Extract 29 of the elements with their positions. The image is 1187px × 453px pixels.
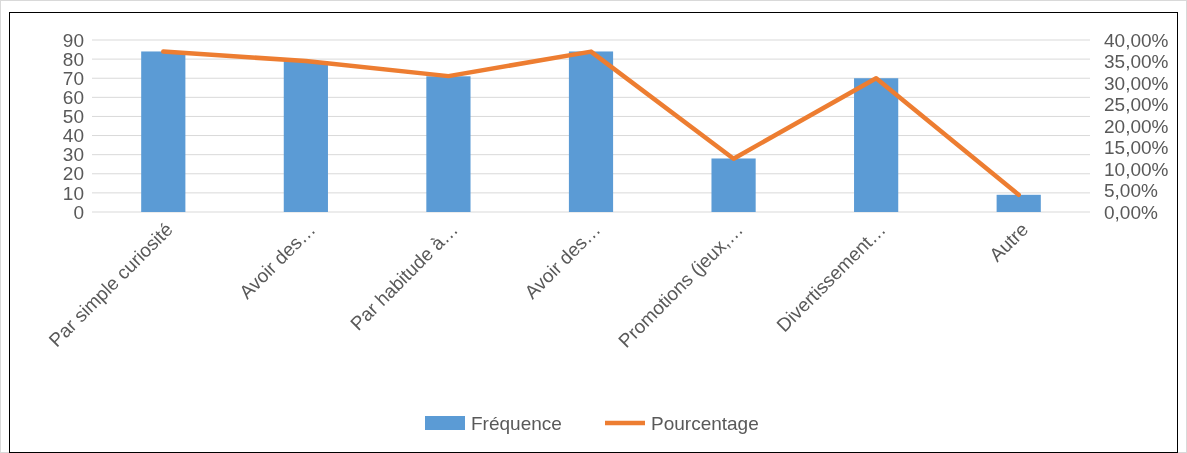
y-tick-label: 80 [62,48,84,70]
y-tick-label: 20 [62,163,84,185]
bar [141,51,186,212]
y-tick-label: 90 [62,29,84,51]
y-tick-label: 60 [62,86,84,108]
bar [568,51,614,212]
line-series [161,49,1021,198]
y-tick-label: 30 [62,144,84,166]
y-tick-label: 40 [62,125,84,147]
bar [996,194,1041,212]
y2-tick-label: 25,00% [1104,94,1169,116]
y2-tick-label: 40,00% [1104,29,1169,51]
y2-tick-label: 0,00% [1104,201,1158,223]
y2-tick-label: 10,00% [1104,158,1169,180]
y-tick-label: 70 [62,67,84,89]
y2-tick-label: 35,00% [1104,51,1169,73]
y2-tick-label: 15,00% [1104,137,1169,159]
y2-tick-label: 5,00% [1104,180,1158,202]
y-tick-label: 50 [62,106,84,128]
legend-label: Pourcentage [651,412,759,434]
bar [854,78,899,212]
bar [426,76,471,212]
bar [711,158,756,212]
legend-label: Fréquence [471,412,562,434]
y2-tick-label: 20,00% [1104,115,1169,137]
y2-tick-label: 30,00% [1104,72,1169,94]
y-tick-label: 0 [73,201,84,223]
bar [283,61,328,212]
y-tick-label: 10 [62,182,84,204]
